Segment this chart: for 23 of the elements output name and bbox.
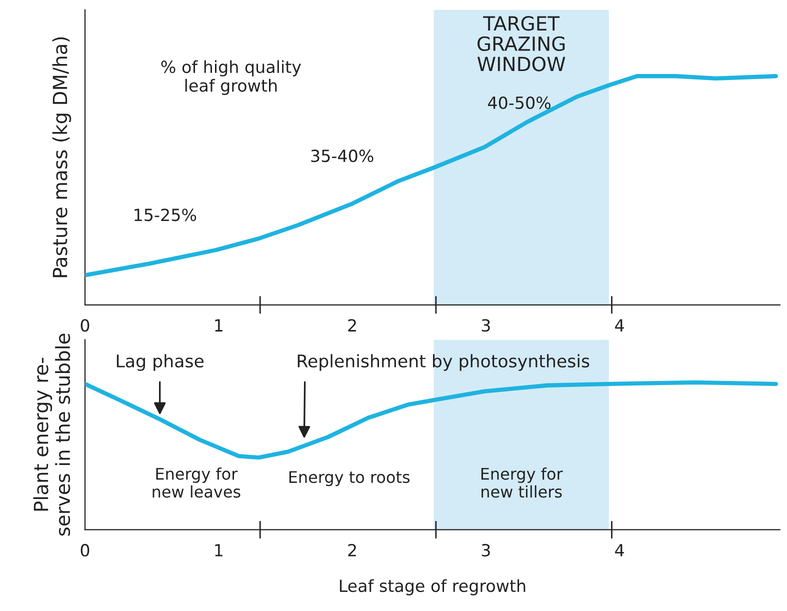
annotation: Replenishment by photosynthesis <box>298 354 590 371</box>
annotation: Energy to roots <box>289 471 410 486</box>
annotation: Lag phase <box>116 354 204 371</box>
x-tick-label: 3 <box>482 544 490 557</box>
annotation: 15-25% <box>134 208 196 222</box>
band-label: Energy for new tillers <box>481 467 563 498</box>
x-tick-label: 0 <box>80 544 90 557</box>
x-tick-label: 4 <box>615 544 624 556</box>
x-tick-label: 1 <box>215 319 222 332</box>
x-tick-label: 0 <box>80 319 90 332</box>
annotation: Energy for new leaves <box>152 467 240 498</box>
y-axis-title: Plant energy re- serves in the stubble <box>33 334 70 536</box>
x-tick-label: 3 <box>482 319 490 332</box>
x-tick-label: 1 <box>215 544 222 556</box>
y-axis-title: Pasture mass (kg DM/ha) <box>52 37 72 278</box>
x-tick-label: 2 <box>348 544 356 556</box>
annotation: 40-50% <box>488 96 551 110</box>
x-tick-label: 2 <box>348 319 356 332</box>
band-label: TARGET GRAZING WINDOW <box>477 16 566 72</box>
x-tick-label: 4 <box>615 319 624 332</box>
x-axis-title: Leaf stage of regrowth <box>340 579 526 596</box>
annotation: 35-40% <box>311 150 374 162</box>
annotation: % of high quality leaf growth <box>161 60 302 96</box>
